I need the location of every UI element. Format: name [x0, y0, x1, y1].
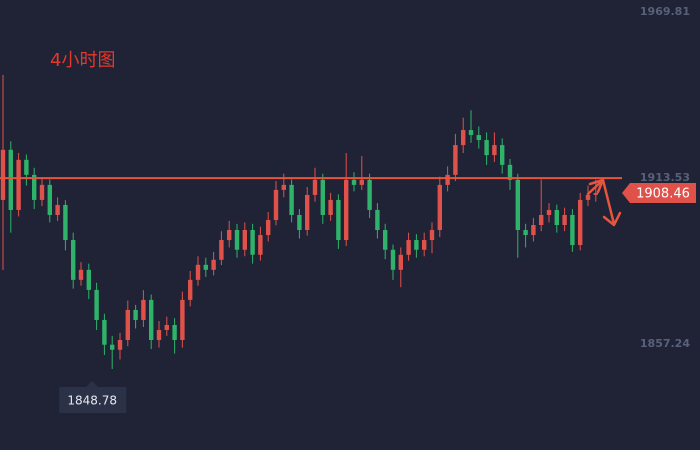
candle-body	[492, 145, 497, 156]
candle-body	[94, 289, 99, 320]
candle-body	[234, 230, 240, 250]
candle-body	[71, 240, 76, 280]
candle-body	[546, 209, 552, 215]
candle-body	[149, 299, 154, 341]
candle-body	[141, 299, 146, 320]
candle-body	[110, 344, 115, 350]
candle-body	[227, 230, 232, 241]
candle-body	[539, 214, 544, 225]
candle-body	[78, 269, 84, 280]
candle-body	[32, 174, 37, 200]
candle-body	[211, 259, 216, 270]
candle-body	[593, 192, 598, 195]
candle-body	[47, 184, 52, 215]
candle-body	[250, 230, 255, 255]
arrow-head	[602, 211, 622, 227]
candle-body	[344, 179, 349, 241]
y-tick-label: 1913.53	[640, 171, 690, 184]
candle-body	[39, 184, 45, 200]
candle-body	[86, 269, 91, 290]
candle-body	[188, 279, 193, 300]
candle-body	[258, 235, 263, 255]
price-tag	[622, 182, 696, 203]
candle-body	[156, 329, 162, 341]
candle-body	[219, 240, 224, 260]
candle-body	[63, 204, 68, 241]
candle-body	[570, 214, 575, 246]
candle-body	[336, 199, 341, 241]
candle-body	[554, 209, 559, 225]
candle-body	[359, 179, 364, 185]
y-tick-label: 1969.81	[640, 5, 690, 18]
candle-body	[531, 225, 536, 236]
candle-body	[500, 145, 505, 165]
low-tag	[59, 380, 127, 413]
candle-body	[429, 230, 435, 241]
candle-body	[578, 199, 583, 246]
candle-body	[16, 159, 21, 210]
candle-body	[172, 324, 177, 341]
candle-body	[406, 240, 411, 255]
candle-body	[320, 179, 325, 215]
candle-body	[125, 309, 130, 341]
candle-body	[422, 240, 427, 250]
y-tick-label: 1857.24	[640, 337, 690, 350]
candle-body	[375, 209, 380, 231]
candle-body	[297, 214, 302, 231]
candle-body	[266, 219, 271, 236]
candle-body	[437, 184, 442, 231]
candle-body	[562, 214, 567, 225]
candle-body	[398, 254, 403, 270]
candle-body	[117, 340, 123, 350]
candle-body	[305, 194, 310, 231]
candle-body	[0, 149, 6, 200]
candle-body	[24, 159, 29, 175]
candle-body	[367, 179, 372, 210]
candle-body	[351, 179, 357, 185]
candle-body	[453, 145, 458, 175]
candle-body	[484, 140, 489, 156]
candle-body	[476, 135, 481, 141]
chart-title: 4小时图	[50, 50, 115, 71]
candle-body	[242, 230, 247, 250]
candle-body	[328, 199, 333, 215]
candle-body	[468, 130, 474, 136]
candle-body	[55, 204, 60, 215]
hand-drawn-arrow	[586, 178, 622, 227]
price-tag-label: 1908.46	[636, 186, 690, 201]
candle-body	[585, 194, 591, 200]
candle-body	[133, 309, 138, 320]
candle-body	[273, 189, 279, 220]
candle-body	[445, 174, 450, 185]
candle-body	[102, 319, 107, 345]
candle-body	[414, 240, 419, 250]
candle-body	[523, 230, 528, 236]
candle-body	[383, 230, 388, 250]
plot: 1969.81 1913.53 1857.24 1908.46 1848.78	[0, 5, 696, 413]
candle-body	[195, 264, 201, 280]
candle-body	[203, 264, 208, 270]
candle-body	[507, 164, 513, 180]
candle-body	[390, 249, 396, 270]
candle-body	[164, 324, 169, 330]
candle-body	[289, 184, 294, 215]
candle-body	[515, 179, 520, 231]
arrow-head	[588, 178, 605, 194]
candle-body	[312, 179, 318, 195]
candle-body	[281, 184, 286, 190]
low-tag-label: 1848.78	[67, 393, 117, 407]
candle-body	[8, 149, 13, 210]
candle-body	[461, 130, 466, 146]
candle-body	[180, 299, 185, 341]
